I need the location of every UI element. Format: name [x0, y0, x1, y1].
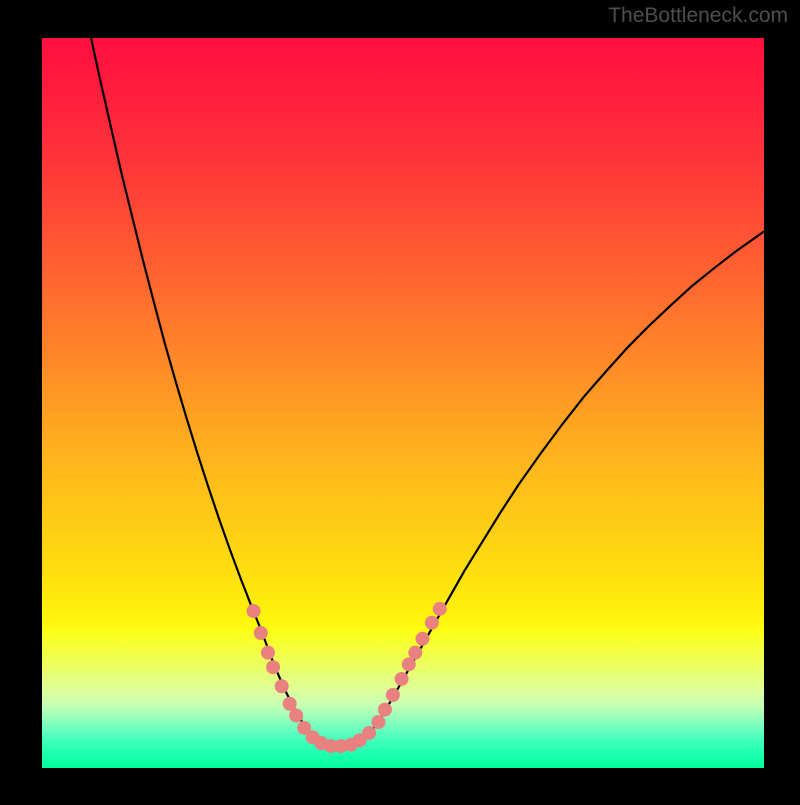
marker-point [254, 626, 268, 640]
marker-point [261, 646, 275, 660]
marker-point [266, 660, 280, 674]
marker-point [415, 632, 429, 646]
chart-container: TheBottleneck.com [0, 0, 800, 800]
marker-point [433, 602, 447, 616]
watermark-text: TheBottleneck.com [608, 4, 788, 28]
marker-point [408, 646, 422, 660]
marker-point [371, 715, 385, 729]
marker-point [289, 708, 303, 722]
marker-point [362, 726, 376, 740]
marker-point [425, 616, 439, 630]
chart-svg [0, 0, 800, 800]
plot-background [42, 38, 764, 768]
marker-point [386, 688, 400, 702]
marker-point [395, 672, 409, 686]
marker-point [275, 679, 289, 693]
marker-point [247, 604, 261, 618]
marker-point [378, 703, 392, 717]
